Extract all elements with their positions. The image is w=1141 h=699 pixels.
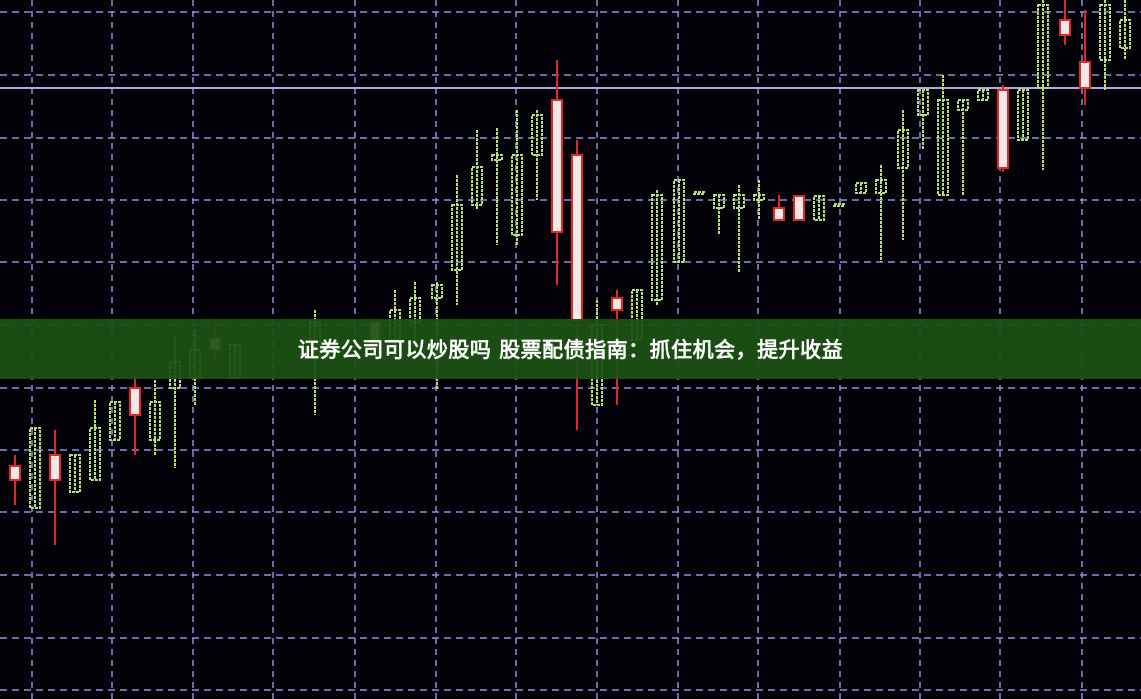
candle-body-up bbox=[451, 204, 463, 271]
candle-body-up bbox=[977, 89, 989, 101]
candle-body-down bbox=[793, 195, 805, 221]
candle-body-up bbox=[693, 191, 705, 195]
candle-body-up bbox=[491, 154, 503, 161]
candle-body-down bbox=[773, 207, 785, 221]
candle-body-up bbox=[875, 179, 887, 194]
candle-body-up bbox=[109, 401, 121, 441]
candle-body-down bbox=[1059, 19, 1071, 36]
candle-body-down bbox=[997, 89, 1009, 169]
candle-body-up bbox=[833, 203, 845, 207]
candle-body-up bbox=[149, 401, 161, 441]
candle-body-down bbox=[9, 465, 21, 481]
candle-body-up bbox=[471, 166, 483, 206]
article-title: 证券公司可以炒股吗 股票配债指南：抓住机会，提升收益 bbox=[297, 338, 844, 362]
candle-body-up bbox=[1099, 4, 1111, 61]
candle-body-up bbox=[69, 454, 81, 493]
candle-body-up bbox=[733, 194, 745, 209]
candle-body-down bbox=[129, 387, 141, 416]
candle-body-up bbox=[1037, 4, 1049, 89]
candle-body-up bbox=[1017, 89, 1029, 141]
candle-body-down bbox=[571, 154, 583, 321]
candle-body-up bbox=[855, 182, 867, 194]
title-banner: 证券公司可以炒股吗 股票配债指南：抓住机会，提升收益 bbox=[0, 319, 1141, 379]
candle-body-down bbox=[551, 99, 563, 233]
candle-body-up bbox=[511, 154, 523, 236]
candle-body-up bbox=[917, 89, 929, 116]
candle-body-up bbox=[957, 99, 969, 111]
candle-body-down bbox=[1079, 61, 1091, 89]
candle-body-up bbox=[713, 194, 725, 209]
candle-body-up bbox=[813, 195, 825, 221]
candle-body-up bbox=[431, 284, 443, 299]
candle-body-up bbox=[89, 427, 101, 481]
candle-body-down bbox=[49, 454, 61, 481]
candle-body-up bbox=[531, 114, 543, 156]
candle-body-down bbox=[611, 297, 623, 311]
candle-body-up bbox=[937, 99, 949, 196]
candle-body-up bbox=[673, 179, 685, 263]
candle-body-up bbox=[651, 194, 663, 301]
candle-body-up bbox=[1119, 19, 1131, 49]
candle-body-up bbox=[897, 129, 909, 169]
candle-body-up bbox=[753, 194, 765, 201]
candle-body-up bbox=[29, 427, 41, 509]
